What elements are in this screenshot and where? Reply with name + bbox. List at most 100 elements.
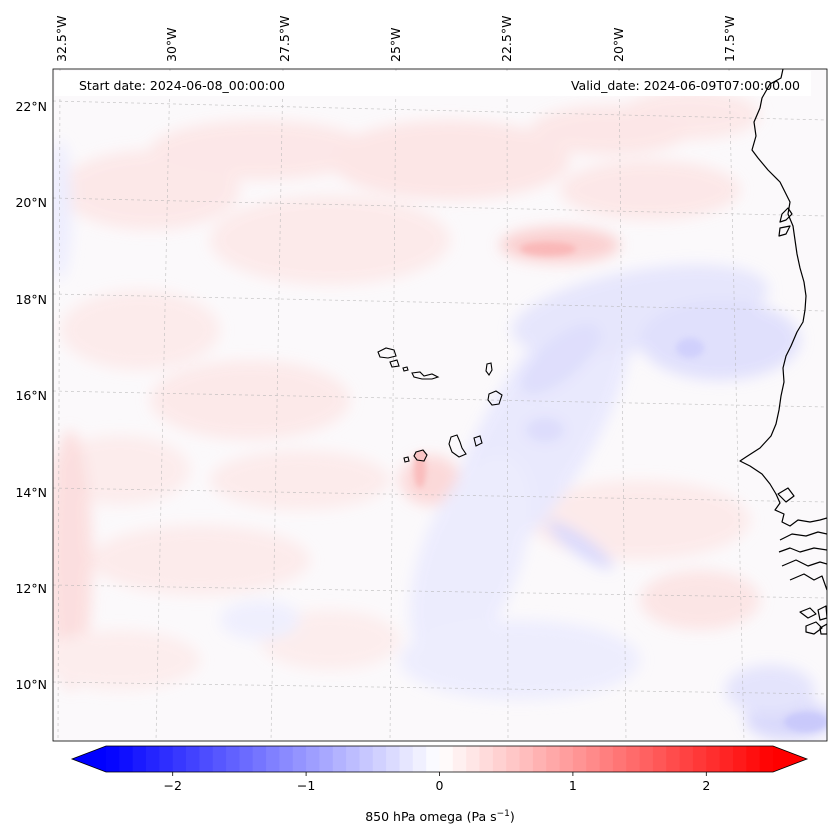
colorbar-segment	[412, 746, 427, 772]
map-panel	[52, 68, 828, 742]
lat-label: 20°N	[15, 195, 47, 210]
lat-label: 12°N	[15, 581, 47, 596]
lat-label: 22°N	[15, 99, 47, 114]
colorbar-segment	[719, 746, 734, 772]
colorbar-tick-label: 2	[702, 778, 710, 793]
colorbar-segment	[372, 746, 387, 772]
colorbar-segment	[119, 746, 134, 772]
coastlines	[739, 69, 827, 635]
colorbar-segment	[199, 746, 214, 772]
colorbar-segment	[746, 746, 761, 772]
lat-label: 10°N	[15, 677, 47, 692]
colorbar-segment	[106, 746, 120, 772]
colorbar-segment	[212, 746, 227, 772]
lat-label: 14°N	[15, 485, 47, 500]
longitude-labels: 32.5°W 30°W 27.5°W 25°W 22.5°W 20°W 17.5…	[54, 16, 737, 62]
colorbar-segment	[132, 746, 147, 772]
lon-label: 27.5°W	[277, 16, 292, 62]
colorbar-segment	[506, 746, 521, 772]
colorbar-segment	[426, 746, 441, 772]
colorbar-segment	[586, 746, 601, 772]
colorbar-segment	[292, 746, 307, 772]
colorbar-segment	[346, 746, 361, 772]
colorbar-tick-label: −2	[163, 778, 181, 793]
lat-label: 16°N	[15, 388, 47, 403]
header-strip	[55, 71, 811, 96]
colorbar-segment	[652, 746, 667, 772]
lon-label: 22.5°W	[499, 16, 514, 62]
coastline-detail-3	[777, 487, 795, 503]
coastline-detail-7	[789, 573, 827, 591]
colorbar-ticks: −2 −1 0 1 2	[163, 772, 710, 793]
colorbar-segment	[732, 746, 747, 772]
island-santiago	[448, 434, 467, 458]
omega-field	[53, 90, 827, 740]
coastline-detail-11	[819, 623, 827, 635]
colorbar-segment	[479, 746, 494, 772]
island-santa-luzia	[402, 366, 409, 372]
colorbar-segment	[332, 746, 347, 772]
colorbar-max-extend	[773, 746, 807, 772]
lat-label: 18°N	[15, 292, 47, 307]
colorbar-segment	[146, 746, 160, 772]
colorbar-segment	[439, 746, 454, 772]
coastline-detail-9	[817, 605, 827, 621]
lon-label: 25°W	[388, 27, 403, 62]
colorbar-segment	[532, 746, 547, 772]
graticule	[53, 69, 827, 741]
colorbar-segment	[559, 746, 574, 772]
colorbar-tick-label: −1	[297, 778, 315, 793]
colorbar-segment	[266, 746, 281, 772]
colorbar-segment	[759, 746, 774, 772]
colorbar-segment	[692, 746, 707, 772]
lon-label: 20°W	[611, 27, 626, 62]
lon-label: 32.5°W	[54, 16, 69, 62]
colorbar-segment	[279, 746, 294, 772]
africa-coastline	[739, 69, 827, 527]
island-boa-vista	[487, 390, 503, 406]
colorbar-tick-label: 1	[569, 778, 577, 793]
colorbar-label-superscript: −1	[497, 809, 510, 819]
island-sal	[485, 362, 493, 376]
island-sao-vicente	[389, 359, 400, 368]
colorbar-segment	[679, 746, 694, 772]
lon-label: 30°W	[164, 27, 179, 62]
map-frame	[52, 68, 828, 742]
colorbar-segment	[226, 746, 240, 772]
colorbar-segment	[572, 746, 587, 772]
colorbar-segment	[186, 746, 200, 772]
colorbar-segment	[626, 746, 641, 772]
colorbar-segment	[666, 746, 681, 772]
colorbar-label: 850 hPa omega (Pa s−1)	[365, 809, 515, 824]
colorbar-segment	[306, 746, 321, 772]
colorbar-segment	[546, 746, 561, 772]
colorbar: −2 −1 0 1 2 850 hPa omega (Pa s−1)	[70, 745, 809, 824]
colorbar-segment	[319, 746, 334, 772]
colorbar-segment	[466, 746, 481, 772]
colorbar-outline	[70, 745, 809, 773]
island-maio	[473, 435, 483, 447]
colorbar-segment	[452, 746, 467, 772]
coastline-detail-10	[805, 621, 823, 635]
colorbar-segment	[172, 746, 187, 772]
colorbar-segment	[612, 746, 627, 772]
colorbar-segment	[252, 746, 267, 772]
colorbar-segment	[386, 746, 401, 772]
colorbar-segment	[399, 746, 414, 772]
coastline-detail-5	[778, 547, 827, 553]
colorbar-label-end: )	[510, 809, 515, 824]
valid-date-label: Valid_date: 2024-06-09T07:00:00.00	[571, 78, 800, 93]
coastline-detail-4	[779, 531, 827, 541]
colorbar-segment	[519, 746, 534, 772]
colorbar-segments	[72, 746, 807, 772]
coastline-detail-2	[778, 225, 791, 237]
colorbar-segment	[706, 746, 721, 772]
colorbar-min-extend	[72, 746, 106, 772]
lon-label: 17.5°W	[722, 16, 737, 62]
colorbar-segment	[359, 746, 374, 772]
island-santo-antao	[377, 347, 397, 359]
coastline-detail-1	[779, 207, 793, 223]
colorbar-segment	[159, 746, 174, 772]
island-sao-nicolau	[411, 371, 440, 380]
